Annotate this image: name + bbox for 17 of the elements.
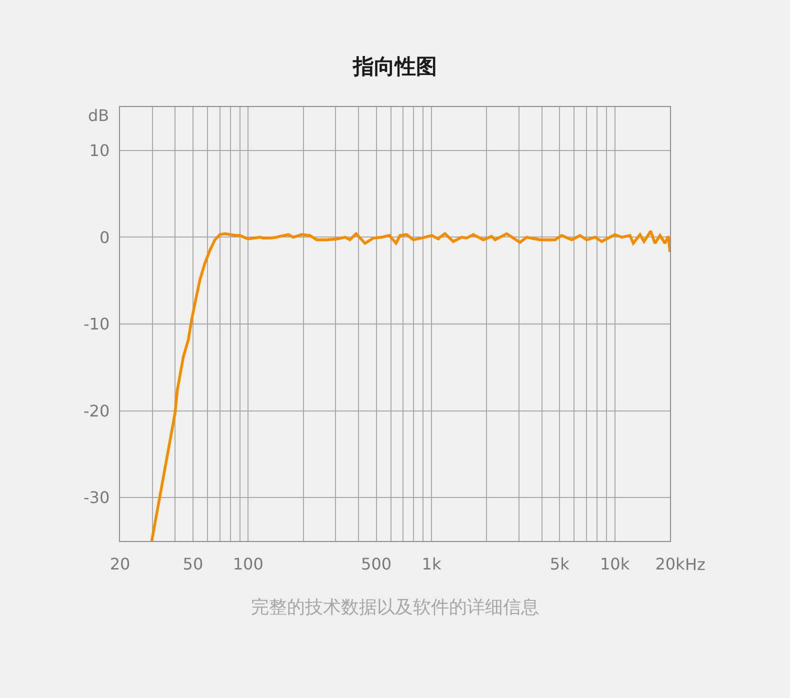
x-tick-label: 100	[232, 554, 264, 574]
y-tick-label: -30	[84, 488, 110, 508]
x-axis-title: Hz	[685, 555, 706, 574]
x-tick-label: 10k	[600, 554, 630, 574]
y-tick-label: -10	[84, 314, 110, 334]
y-tick-label: -20	[84, 401, 110, 420]
x-tick-label: 50	[182, 554, 204, 574]
y-tick-label: 10	[89, 141, 110, 160]
text: 完整的技术数据以及软件的详细信息	[251, 597, 539, 618]
x-tick-label: 500	[361, 554, 392, 574]
x-tick-label: 20	[110, 554, 130, 574]
chart-title: 指向性图	[352, 54, 437, 78]
y-axis-title: dB	[88, 106, 110, 125]
x-tick-label: 5k	[550, 554, 570, 574]
y-tick-label: 0	[99, 228, 110, 247]
x-tick-label: 20k	[655, 554, 686, 574]
x-tick-label: 1k	[422, 554, 442, 574]
